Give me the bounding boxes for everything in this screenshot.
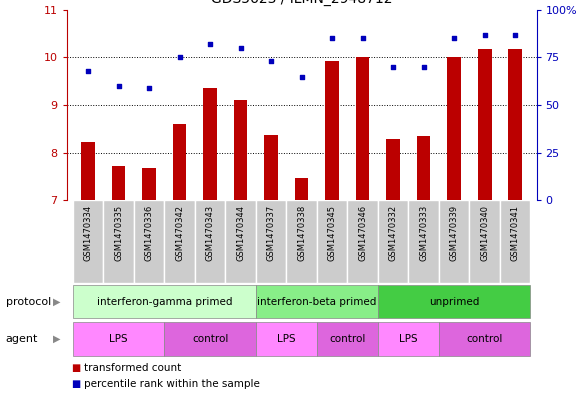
Point — [175, 54, 184, 61]
Text: ▶: ▶ — [53, 297, 61, 307]
Point — [236, 45, 245, 51]
Text: interferon-beta primed: interferon-beta primed — [257, 297, 376, 307]
Bar — [142, 168, 156, 200]
Point — [144, 85, 154, 91]
Point — [419, 64, 428, 70]
Bar — [103, 200, 134, 283]
Text: LPS: LPS — [277, 334, 296, 344]
Point — [450, 35, 459, 42]
Text: GSM1470337: GSM1470337 — [267, 204, 276, 261]
Bar — [386, 140, 400, 200]
Text: LPS: LPS — [109, 334, 128, 344]
Text: GSM1470343: GSM1470343 — [205, 204, 215, 261]
Bar — [478, 50, 491, 200]
Text: GSM1470332: GSM1470332 — [389, 204, 398, 261]
Text: LPS: LPS — [399, 334, 418, 344]
Bar — [287, 200, 317, 283]
Text: GSM1470334: GSM1470334 — [84, 204, 93, 261]
Text: GSM1470344: GSM1470344 — [236, 204, 245, 261]
Bar — [73, 285, 256, 318]
Text: ■: ■ — [71, 363, 80, 373]
Text: unprimed: unprimed — [429, 297, 479, 307]
Bar — [226, 200, 256, 283]
Text: ■: ■ — [71, 379, 80, 389]
Bar — [417, 136, 430, 200]
Text: agent: agent — [6, 334, 38, 344]
Bar — [317, 200, 347, 283]
Bar — [256, 200, 287, 283]
Bar — [325, 61, 339, 200]
Text: control: control — [192, 334, 229, 344]
Point — [328, 35, 337, 42]
Bar — [469, 200, 500, 283]
Text: GSM1470333: GSM1470333 — [419, 204, 428, 261]
Bar — [195, 200, 226, 283]
Point — [510, 31, 520, 38]
Bar — [508, 50, 522, 200]
Text: protocol: protocol — [6, 297, 51, 307]
Point — [205, 41, 215, 47]
Text: GSM1470345: GSM1470345 — [328, 204, 336, 261]
Bar — [81, 142, 95, 200]
Text: percentile rank within the sample: percentile rank within the sample — [84, 379, 260, 389]
Bar — [439, 322, 530, 356]
Text: interferon-gamma primed: interferon-gamma primed — [97, 297, 232, 307]
Text: GSM1470335: GSM1470335 — [114, 204, 123, 261]
Bar — [173, 124, 186, 200]
Bar — [256, 285, 378, 318]
Point — [389, 64, 398, 70]
Bar — [378, 322, 439, 356]
Bar — [378, 200, 408, 283]
Text: GSM1470346: GSM1470346 — [358, 204, 367, 261]
Bar — [164, 200, 195, 283]
Bar — [347, 200, 378, 283]
Bar — [378, 285, 530, 318]
Bar — [447, 57, 461, 200]
Bar — [439, 200, 469, 283]
Bar — [356, 57, 369, 200]
Point — [84, 68, 93, 74]
Bar — [112, 166, 125, 200]
Text: transformed count: transformed count — [84, 363, 182, 373]
Bar — [500, 200, 530, 283]
Text: GSM1470339: GSM1470339 — [450, 204, 459, 261]
Point — [480, 31, 490, 38]
Bar — [408, 200, 439, 283]
Bar — [234, 100, 248, 200]
Text: control: control — [329, 334, 365, 344]
Text: GSM1470341: GSM1470341 — [510, 204, 520, 261]
Bar — [317, 322, 378, 356]
Bar — [73, 200, 103, 283]
Text: GSM1470342: GSM1470342 — [175, 204, 184, 261]
Bar — [134, 200, 164, 283]
Text: ▶: ▶ — [53, 334, 61, 344]
Bar — [203, 88, 217, 200]
Text: control: control — [466, 334, 503, 344]
Text: GSM1470340: GSM1470340 — [480, 204, 489, 261]
Text: GSM1470336: GSM1470336 — [144, 204, 154, 261]
Bar — [73, 322, 164, 356]
Point — [266, 58, 276, 64]
Title: GDS5623 / ILMN_2948712: GDS5623 / ILMN_2948712 — [211, 0, 392, 6]
Bar — [264, 135, 278, 200]
Text: GSM1470338: GSM1470338 — [297, 204, 306, 261]
Point — [358, 35, 367, 42]
Point — [297, 73, 306, 80]
Bar — [164, 322, 256, 356]
Point — [114, 83, 123, 89]
Bar — [295, 178, 309, 200]
Bar — [256, 322, 317, 356]
